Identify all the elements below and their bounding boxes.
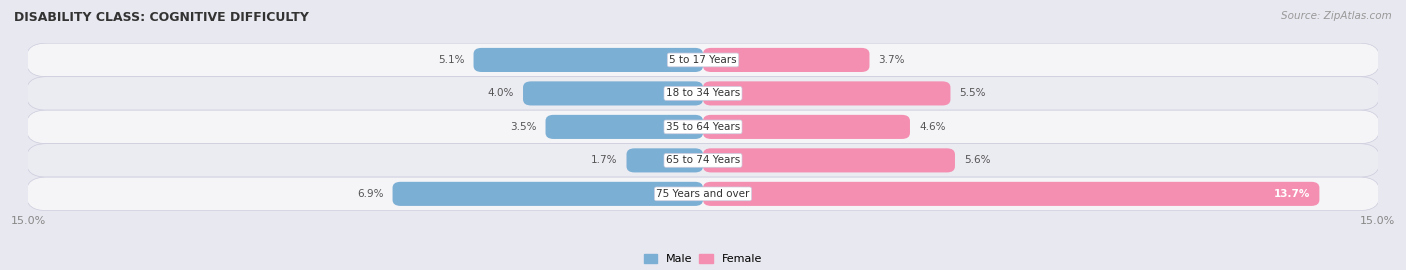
FancyBboxPatch shape [703, 182, 1319, 206]
FancyBboxPatch shape [627, 148, 703, 173]
FancyBboxPatch shape [27, 43, 1379, 77]
FancyBboxPatch shape [703, 148, 955, 173]
FancyBboxPatch shape [703, 81, 950, 106]
FancyBboxPatch shape [392, 182, 703, 206]
Text: Source: ZipAtlas.com: Source: ZipAtlas.com [1281, 11, 1392, 21]
FancyBboxPatch shape [27, 77, 1379, 110]
FancyBboxPatch shape [703, 48, 869, 72]
Text: 3.5%: 3.5% [510, 122, 537, 132]
FancyBboxPatch shape [27, 177, 1379, 211]
Text: DISABILITY CLASS: COGNITIVE DIFFICULTY: DISABILITY CLASS: COGNITIVE DIFFICULTY [14, 11, 309, 24]
Text: 3.7%: 3.7% [879, 55, 905, 65]
FancyBboxPatch shape [27, 110, 1379, 144]
Text: 18 to 34 Years: 18 to 34 Years [666, 88, 740, 99]
FancyBboxPatch shape [523, 81, 703, 106]
Text: 1.7%: 1.7% [591, 155, 617, 166]
Text: 35 to 64 Years: 35 to 64 Years [666, 122, 740, 132]
Text: 4.6%: 4.6% [920, 122, 945, 132]
Text: 65 to 74 Years: 65 to 74 Years [666, 155, 740, 166]
Legend: Male, Female: Male, Female [640, 249, 766, 269]
Text: 75 Years and over: 75 Years and over [657, 189, 749, 199]
FancyBboxPatch shape [703, 115, 910, 139]
FancyBboxPatch shape [474, 48, 703, 72]
Text: 13.7%: 13.7% [1274, 189, 1310, 199]
Text: 5.5%: 5.5% [959, 88, 986, 99]
FancyBboxPatch shape [27, 144, 1379, 177]
Text: 5.1%: 5.1% [439, 55, 464, 65]
Text: 5 to 17 Years: 5 to 17 Years [669, 55, 737, 65]
Text: 4.0%: 4.0% [488, 88, 515, 99]
Text: 5.6%: 5.6% [965, 155, 990, 166]
Text: 6.9%: 6.9% [357, 189, 384, 199]
FancyBboxPatch shape [546, 115, 703, 139]
